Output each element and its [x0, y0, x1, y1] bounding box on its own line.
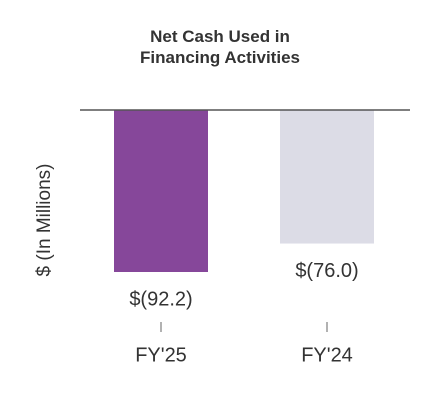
- chart-title: Net Cash Used in Financing Activities: [140, 27, 300, 67]
- bar: [280, 110, 374, 244]
- bar: [114, 110, 208, 272]
- x-tick-label: FY'25: [135, 344, 187, 366]
- value-label: $(92.2): [129, 288, 192, 310]
- y-axis-label: $ (In Millions): [34, 164, 55, 277]
- value-label: $(76.0): [295, 260, 358, 282]
- x-tick-label: FY'24: [301, 344, 353, 366]
